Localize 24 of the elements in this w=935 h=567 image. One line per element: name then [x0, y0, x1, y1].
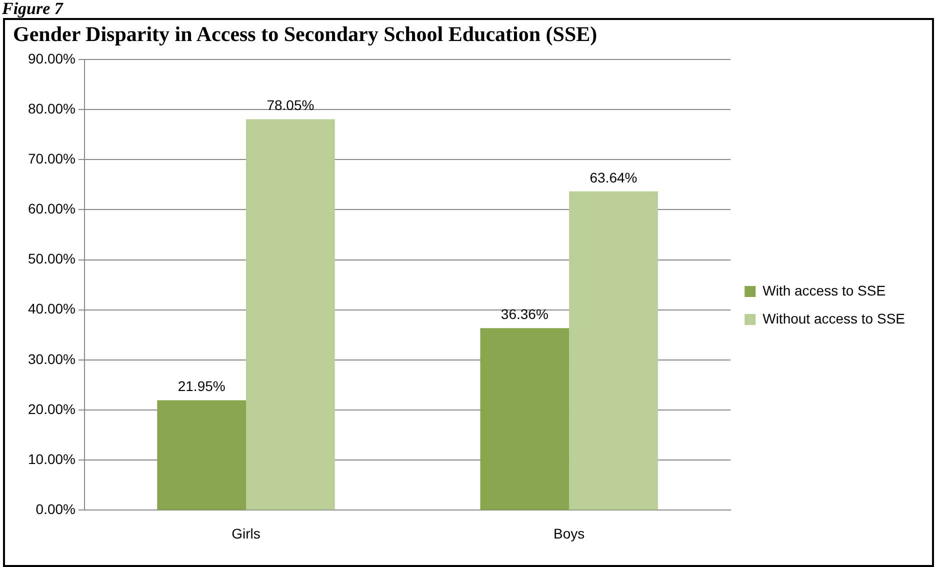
legend-label: With access to SSE: [762, 282, 886, 298]
x-tick-label: Boys: [554, 525, 585, 542]
data-label: 36.36%: [500, 306, 548, 322]
bar: [246, 119, 335, 510]
chart-title: Gender Disparity in Access to Secondary School Education (SSE): [13, 22, 598, 47]
y-tick-label: 50.00%: [28, 250, 76, 267]
y-tick-label: 10.00%: [28, 450, 76, 467]
x-tick-label: Girls: [232, 525, 260, 542]
y-tick-label: 40.00%: [28, 300, 76, 317]
data-label: 21.95%: [178, 378, 226, 394]
legend-label: Without access to SSE: [762, 310, 906, 326]
data-label: 63.64%: [590, 169, 638, 186]
y-tick-label: 30.00%: [28, 350, 76, 367]
y-tick-label: 70.00%: [28, 150, 76, 166]
bar: [480, 328, 570, 510]
data-label: 78.05%: [266, 97, 314, 114]
y-tick-label: 80.00%: [28, 100, 76, 116]
bar: [157, 400, 246, 510]
y-tick-label: 20.00%: [28, 400, 76, 417]
caption: Figure 7: [2, 0, 63, 18]
y-tick-label: 60.00%: [28, 200, 76, 217]
y-tick-label: 0.00%: [36, 501, 76, 518]
bar: [569, 191, 658, 510]
y-tick-label: 90.00%: [28, 50, 76, 66]
